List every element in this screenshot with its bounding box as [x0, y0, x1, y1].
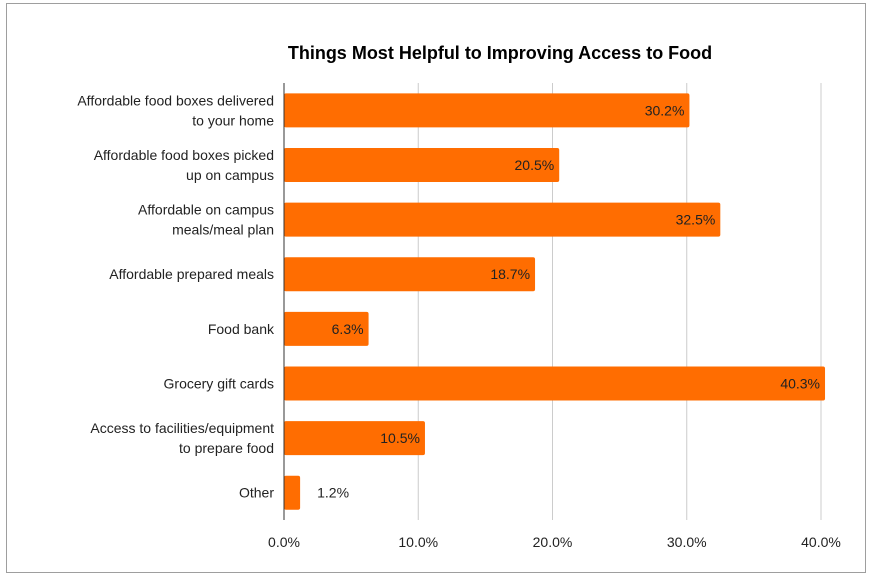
data-label-4: 6.3%: [332, 321, 364, 337]
category-label-4: Food bank: [208, 321, 275, 337]
x-tick-label-4: 40.0%: [801, 534, 841, 550]
bar-3: [284, 257, 536, 292]
x-tick-label-3: 30.0%: [667, 534, 707, 550]
category-label-7: Other: [239, 485, 274, 501]
data-label-0: 30.2%: [645, 102, 685, 118]
x-tick-label-0: 0.0%: [268, 534, 300, 550]
category-label-6: Access to facilities/equipment to prepare…: [90, 420, 274, 456]
x-tick-label-1: 10.0%: [398, 534, 438, 550]
data-label-3: 18.7%: [490, 266, 530, 282]
data-label-5: 40.3%: [780, 375, 820, 391]
category-label-0: Affordable food boxes delivered to your h…: [77, 92, 274, 128]
bar-4: [284, 311, 369, 346]
chart-title: Things Most Helpful to Improving Access …: [288, 43, 712, 63]
bar-5: [284, 366, 826, 401]
category-labels: Affordable food boxes delivered to your h…: [77, 92, 275, 500]
bar-2: [284, 202, 721, 237]
bar-6: [284, 421, 425, 456]
bars: 30.2% 20.5% 32.5% 18.7% 6.3% 40.3% 10.5% 1.2%: [284, 93, 826, 510]
bar-0: [284, 93, 690, 128]
data-label-6: 10.5%: [380, 430, 420, 446]
x-tick-label-2: 20.0%: [533, 534, 573, 550]
data-label-2: 32.5%: [676, 212, 716, 228]
category-label-3: Affordable prepared meals: [109, 266, 274, 282]
category-label-1: Affordable food boxes picked up on campus: [94, 147, 274, 183]
data-label-1: 20.5%: [515, 157, 555, 173]
bar-1: [284, 147, 560, 182]
data-label-7: 1.2%: [317, 485, 349, 501]
x-axis-ticks: 0.0% 10.0% 20.0% 30.0% 40.0%: [268, 534, 841, 550]
category-label-5: Grocery gift cards: [164, 375, 274, 391]
bar-7: [284, 475, 301, 510]
category-label-2: Affordable on campus meals/meal plan: [138, 202, 274, 238]
